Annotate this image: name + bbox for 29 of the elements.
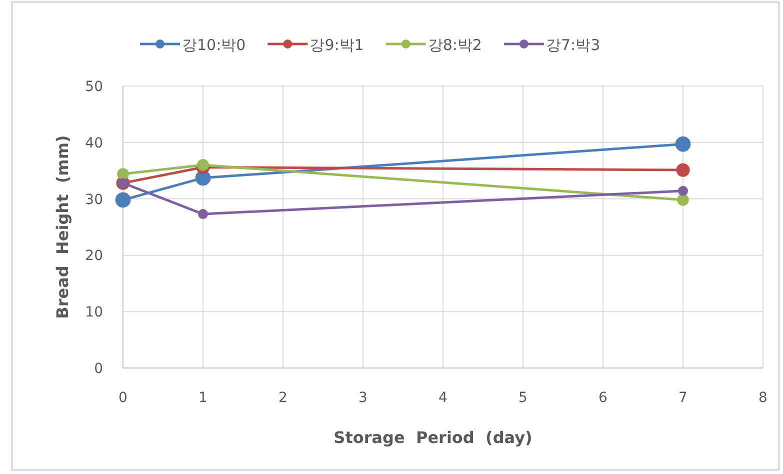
legend-label: 강7:박3 — [546, 36, 600, 54]
point — [678, 186, 688, 196]
y-tick-label: 20 — [85, 248, 103, 264]
y-tick-label: 10 — [85, 304, 103, 321]
legend-label: 강8:박2 — [428, 36, 482, 54]
point — [115, 192, 131, 208]
x-tick-label: 6 — [598, 390, 608, 406]
x-tick-label: 7 — [678, 390, 688, 406]
y-tick-label: 0 — [94, 361, 103, 377]
x-tick-label: 4 — [438, 390, 448, 406]
x-tick-label: 2 — [278, 390, 288, 406]
y-tick-label: 30 — [85, 192, 103, 208]
x-tick-label: 8 — [758, 390, 768, 406]
y-axis-title: Bread Height (mm) — [53, 135, 72, 319]
legend-label: 강10:박0 — [182, 36, 246, 54]
point — [197, 159, 209, 171]
x-tick-label: 3 — [358, 390, 368, 406]
y-tick-label: 40 — [85, 135, 103, 152]
point — [675, 136, 691, 152]
point — [117, 168, 129, 180]
x-axis-title: Storage Period (day) — [334, 428, 532, 447]
point — [677, 194, 689, 206]
x-tick-label: 1 — [198, 390, 208, 406]
y-tick-label: 50 — [85, 79, 103, 95]
point — [198, 209, 208, 220]
x-tick-label: 5 — [518, 390, 528, 406]
legend-label: 강9:박1 — [310, 36, 364, 54]
point — [676, 163, 690, 177]
x-tick-label: 0 — [118, 390, 128, 406]
